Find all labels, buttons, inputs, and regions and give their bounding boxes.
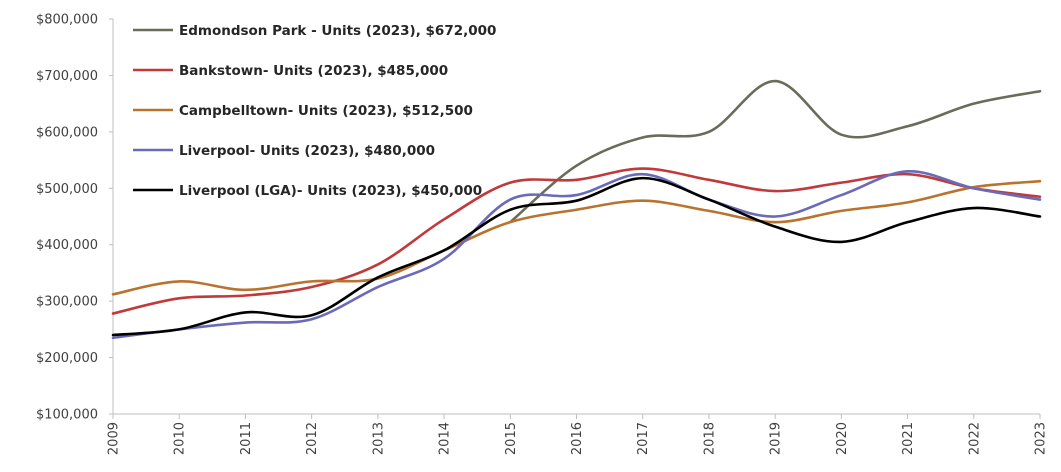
series-line-campbelltown (111, 179, 1042, 296)
y-tick-label: $400,000 (36, 238, 98, 253)
x-tick-label: 2016 (570, 422, 585, 455)
x-tick-label: 2023 (1034, 422, 1049, 455)
legend-label-edmondson-park: Edmondson Park - Units (2023), $672,000 (179, 23, 496, 39)
legend: Edmondson Park - Units (2023), $672,000 B… (133, 23, 496, 199)
series-line-liverpool (111, 176, 1042, 337)
y-tick-label: $700,000 (36, 69, 98, 84)
x-tick-label: 2014 (438, 422, 453, 455)
x-tick-label: 2012 (305, 422, 320, 455)
legend-label-liverpool: Liverpool- Units (2023), $480,000 (179, 143, 435, 159)
series-line-edmondson-park (508, 79, 1042, 224)
legend-label-liverpool: Liverpool (LGA)- Units (2023), $450,000 (179, 183, 482, 199)
y-tick-label: $200,000 (36, 351, 98, 366)
x-tick-label: 2011 (239, 422, 254, 455)
legend-label-bankstown: Bankstown- Units (2023), $485,000 (179, 63, 448, 79)
x-tick-label: 2022 (967, 422, 982, 455)
y-tick-label: $300,000 (36, 295, 98, 310)
y-tick-label: $600,000 (36, 125, 98, 140)
legend-label-campbelltown: Campbelltown- Units (2023), $512,500 (179, 103, 473, 119)
x-tick-label: 2019 (769, 422, 784, 455)
x-tick-label: 2009 (107, 422, 122, 455)
x-tick-label: 2021 (901, 422, 916, 455)
x-tick-label: 2018 (702, 422, 717, 455)
y-tick-label: $800,000 (36, 13, 98, 28)
x-tick-label: 2020 (835, 422, 850, 455)
x-tick-label: 2015 (504, 422, 519, 455)
series-line-liverpool (111, 170, 1042, 340)
x-tick-label: 2013 (371, 422, 386, 455)
x-tick-label: 2010 (173, 422, 188, 455)
x-tick-label: 2017 (636, 422, 651, 455)
axes: $100,000 $200,000 $300,000 $400,000 $500,000… (36, 13, 1049, 456)
y-tick-label: $500,000 (36, 182, 98, 197)
series-lines (111, 79, 1042, 340)
y-tick-label: $100,000 (36, 408, 98, 423)
